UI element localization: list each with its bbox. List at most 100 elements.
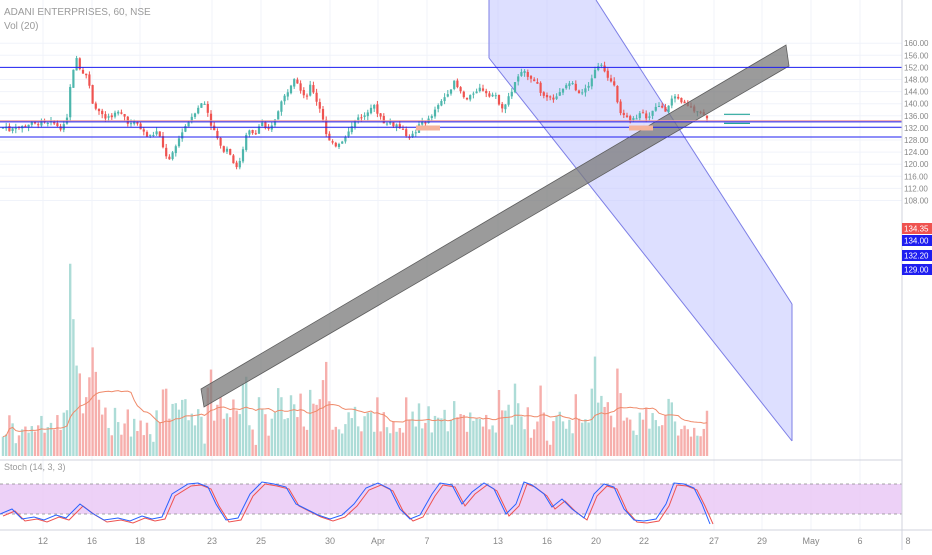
candle-body-120 [385, 123, 389, 125]
candle-body-171 [549, 96, 552, 98]
volume-bar-34 [110, 435, 113, 456]
volume-bar-180 [577, 418, 581, 456]
volume-bar-90 [289, 395, 293, 456]
volume-bar-172 [552, 421, 555, 456]
volume-bar-33 [107, 427, 110, 456]
volume-bar-35 [113, 407, 117, 456]
candle-body-72 [232, 155, 235, 164]
candle-body-209 [670, 98, 673, 106]
candle-body-135 [433, 109, 437, 117]
candle-body-4 [14, 127, 17, 130]
candle-body-12 [40, 120, 43, 126]
volume-bar-174 [558, 411, 561, 456]
volume-bar-170 [545, 440, 549, 456]
candle-body-25 [81, 69, 85, 74]
volume-bar-185 [593, 356, 597, 456]
volume-bar-191 [613, 427, 616, 456]
volume-bar-13 [43, 432, 46, 456]
candle-body-132 [424, 122, 427, 124]
channel-upper-edge [595, 0, 793, 305]
candle-body-138 [443, 97, 446, 102]
price-tick-5: 140.00 [904, 100, 929, 109]
volume-bar-68 [219, 397, 222, 456]
volume-bar-186 [597, 402, 600, 456]
candle-body-89 [286, 92, 289, 97]
time-label-0: 12 [38, 536, 48, 546]
candle-body-151 [485, 90, 488, 94]
volume-bar-194 [622, 420, 625, 456]
candle-body-115 [369, 107, 373, 114]
candle-body-187 [600, 64, 603, 66]
candle-body-188 [603, 65, 606, 72]
price-tick-6: 136.00 [904, 112, 929, 121]
candle-body-179 [574, 83, 577, 91]
volume-bar-11 [37, 425, 40, 456]
volume-bar-211 [677, 435, 680, 456]
candle-body-142 [456, 80, 459, 88]
candle-body-213 [683, 101, 686, 104]
candle-body-134 [430, 116, 433, 119]
volume-bar-0 [1, 436, 5, 456]
candle-body-185 [593, 69, 597, 79]
volume-bar-85 [273, 412, 277, 456]
candle-body-92 [296, 79, 299, 84]
volume-bar-216 [693, 427, 696, 456]
volume-bar-176 [565, 428, 568, 456]
volume-bar-24 [78, 373, 81, 456]
candle-body-118 [379, 113, 382, 117]
volume-bar-217 [696, 435, 699, 456]
candle-body-129 [414, 132, 417, 134]
candle-body-52 [168, 156, 171, 160]
candle-body-11 [37, 124, 40, 126]
volume-bar-5 [17, 435, 21, 456]
price-tick-3: 148.00 [904, 76, 929, 85]
candle-body-106 [341, 141, 344, 144]
volume-bar-196 [629, 419, 632, 456]
volume-bar-161 [517, 403, 520, 456]
volume-bar-144 [462, 414, 465, 456]
candle-body-91 [293, 79, 296, 87]
volume-bar-19 [62, 412, 65, 456]
candle-body-157 [504, 104, 507, 110]
volume-ma-line [2, 390, 708, 438]
time-label-12: 27 [709, 536, 719, 546]
time-label-13: 29 [757, 536, 767, 546]
volume-bar-116 [373, 431, 376, 456]
candle-body-199 [638, 113, 641, 119]
candle-body-150 [481, 88, 485, 91]
price-tick-7: 132.00 [904, 124, 929, 133]
candle-body-182 [584, 88, 587, 93]
candle-body-61 [197, 107, 200, 114]
time-axis: 12 16 18 23 25 30 Apr 7 13 16 20 22 27 29 May 6 8 [0, 529, 932, 546]
candle-body-136 [437, 105, 440, 109]
volume-bar-118 [379, 431, 382, 456]
channel-fill [489, 0, 792, 441]
candle-body-69 [222, 146, 225, 152]
candle-body-131 [421, 121, 424, 125]
volume-bar-189 [606, 402, 609, 456]
candle-body-53 [171, 152, 174, 160]
candle-body-46 [149, 134, 152, 136]
volume-bar-16 [53, 429, 56, 456]
volume-bar-82 [264, 414, 267, 456]
volume-bar-39 [126, 409, 129, 456]
candle-body-191 [613, 81, 616, 86]
volume-bar-87 [280, 397, 283, 456]
volume-bar-57 [184, 399, 187, 456]
volume-bar-76 [245, 376, 248, 456]
candle-body-47 [152, 135, 155, 137]
volume-bar-17 [56, 415, 59, 456]
volume-bar-178 [571, 433, 574, 456]
volume-bar-195 [625, 417, 629, 456]
volume-bar-96 [309, 389, 312, 456]
volume-bar-108 [347, 412, 350, 456]
volume-bar-125 [401, 432, 405, 456]
volume-bar-1 [5, 434, 8, 456]
volume-bar-54 [174, 403, 177, 456]
price-label-3: 129.00 [904, 266, 929, 275]
volume-bar-128 [411, 411, 414, 456]
candle-body-186 [597, 66, 600, 71]
candle-body-165 [529, 76, 533, 79]
volume-bar-213 [683, 425, 686, 456]
volume-bar-77 [248, 425, 251, 456]
